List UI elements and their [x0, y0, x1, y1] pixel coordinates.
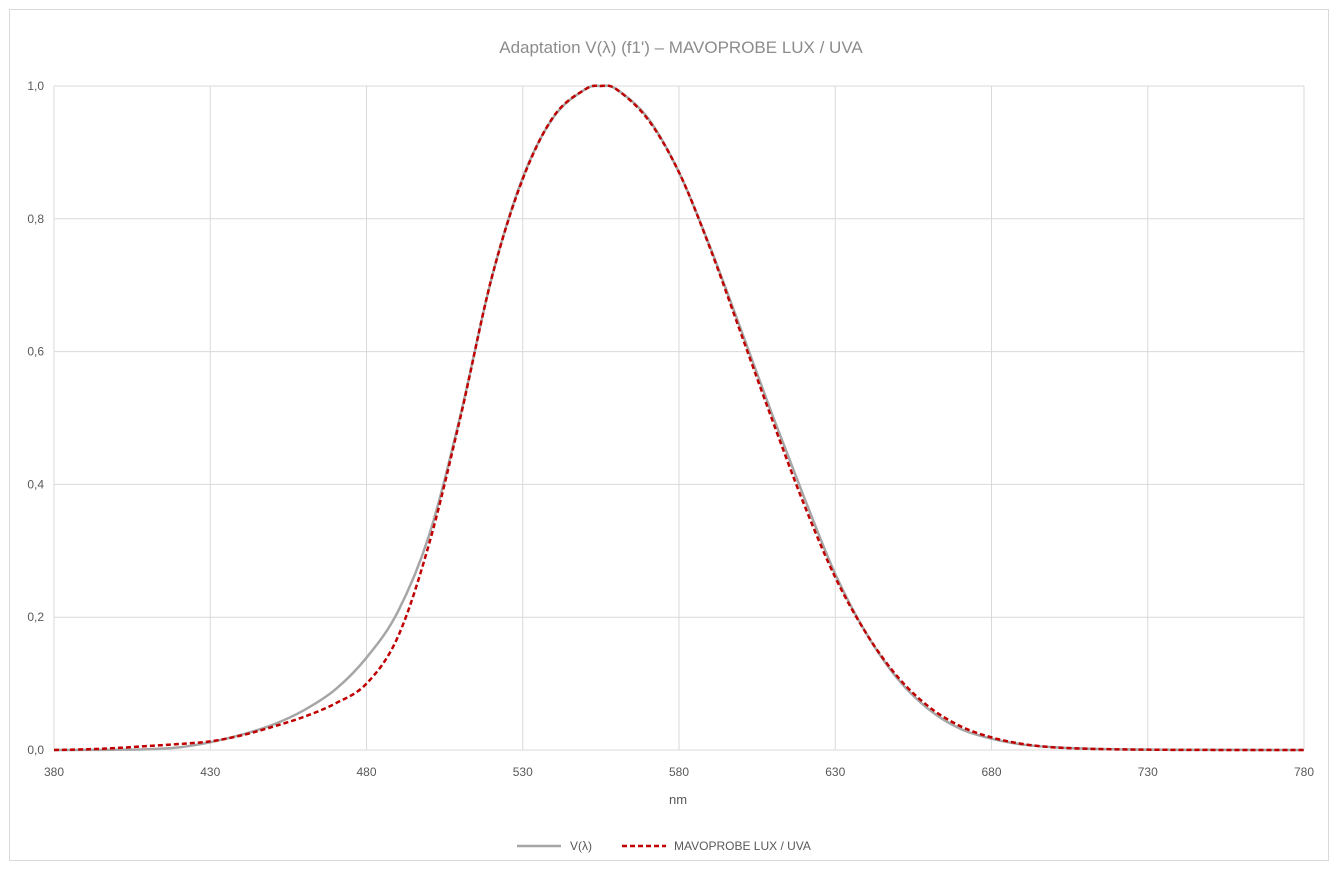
- chart-frame: Adaptation V(λ) (f1') – MAVOPROBE LUX / …: [9, 9, 1329, 861]
- series-layer: [53, 84, 1305, 752]
- series-line-mavoprobe: [53, 84, 1304, 752]
- x-tick-label: 480: [356, 765, 376, 779]
- x-tick-label: 730: [1138, 765, 1158, 779]
- x-tick-label: 380: [44, 765, 64, 779]
- y-tick-label: 1,0: [27, 79, 44, 93]
- legend-item-mavoprobe: MAVOPROBE LUX / UVA: [622, 839, 811, 853]
- y-tick-label: 0,2: [27, 610, 44, 624]
- tick-layer: 380 430 480 530 580 630 680 730 780 0,0 0,2 0,4 0,6 0…: [27, 79, 1314, 779]
- x-axis-title: nm: [669, 792, 687, 807]
- grid-layer: [53, 85, 1305, 751]
- y-tick-label: 0,4: [27, 477, 44, 491]
- y-tick-label: 0,0: [27, 743, 44, 757]
- chart-svg: Adaptation V(λ) (f1') – MAVOPROBE LUX / …: [27, 38, 1314, 853]
- x-tick-label: 530: [513, 765, 533, 779]
- x-tick-label: 630: [825, 765, 845, 779]
- legend-label-mavoprobe: MAVOPROBE LUX / UVA: [674, 839, 811, 853]
- x-tick-label: 430: [200, 765, 220, 779]
- y-tick-label: 0,6: [27, 345, 44, 359]
- legend-item-v-lambda: V(λ): [517, 839, 592, 853]
- x-tick-label: 780: [1294, 765, 1314, 779]
- x-tick-label: 580: [669, 765, 689, 779]
- x-tick-label: 680: [981, 765, 1001, 779]
- legend: V(λ) MAVOPROBE LUX / UVA: [517, 839, 811, 853]
- y-tick-label: 0,8: [27, 212, 44, 226]
- legend-label-v-lambda: V(λ): [570, 839, 592, 853]
- chart-title: Adaptation V(λ) (f1') – MAVOPROBE LUX / …: [499, 38, 863, 57]
